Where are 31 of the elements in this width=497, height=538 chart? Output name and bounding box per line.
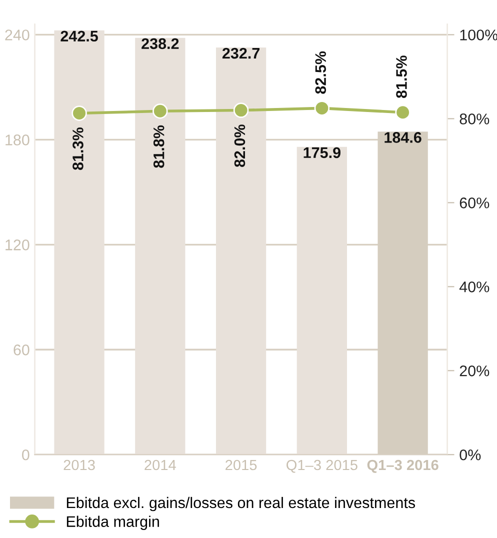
data-label: 232.7	[222, 48, 260, 59]
data-label: 238.2	[142, 38, 179, 50]
y2-tick-label: 20%	[460, 365, 490, 376]
y-tick-label: 0	[22, 449, 30, 460]
data-label: 81.5%	[396, 56, 407, 98]
data-label: 82.0%	[234, 124, 246, 168]
y2-tick-label: 40%	[459, 282, 490, 292]
y-tick-label: 180	[6, 134, 30, 146]
data-label: 82.5%	[315, 51, 326, 94]
bar	[135, 38, 186, 455]
data-label: 184.6	[384, 132, 422, 143]
data-label: 81.3%	[72, 128, 84, 170]
y-tick-label: 60	[14, 344, 30, 356]
data-label: 242.5	[60, 30, 98, 42]
y2-tick-label: 80%	[460, 114, 490, 124]
legend-label: Ebitda excl. gains/losses on real estate investments	[66, 496, 416, 512]
data-label: 81.8%	[153, 125, 164, 168]
bar	[296, 146, 348, 455]
x-tick-label: 2014	[144, 460, 176, 470]
y-tick-label: 240	[5, 30, 30, 40]
x-tick-label: 2013	[64, 460, 95, 470]
x-tick-label: Q1–3 2016	[367, 460, 438, 473]
x-tick-label: Q1–3 2015	[286, 460, 358, 473]
data-label: 175.9	[304, 147, 340, 158]
bar	[54, 30, 104, 455]
legend-label: Ebitda margin	[66, 516, 159, 530]
y2-tick-label: 0%	[460, 449, 481, 460]
y2-tick-label: 60%	[460, 198, 490, 208]
y-tick-label: 120	[6, 240, 30, 250]
x-tick-label: 2015	[226, 460, 257, 470]
bar	[216, 47, 266, 455]
